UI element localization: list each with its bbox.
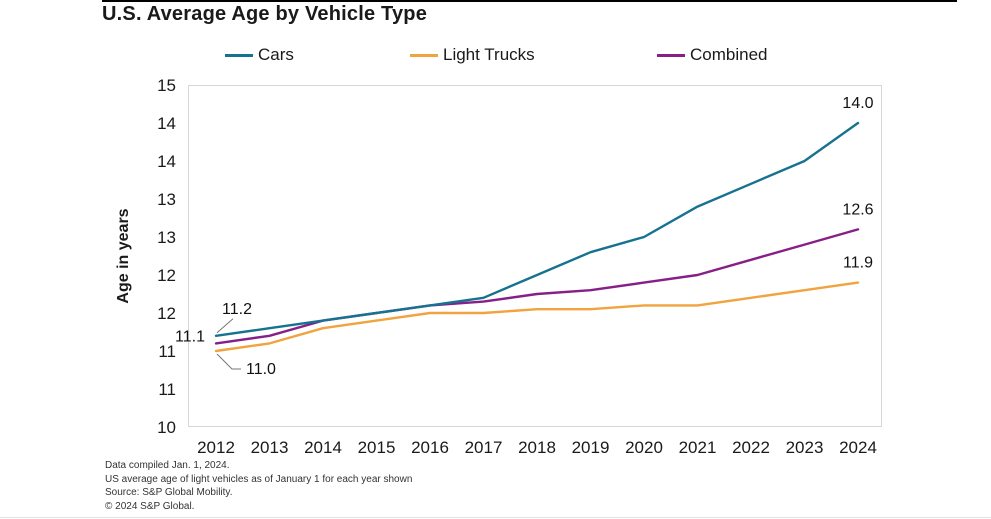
legend-item-light-trucks: Light Trucks — [410, 45, 535, 64]
light-trucks-line-swatch-icon — [410, 53, 438, 57]
plot-border — [188, 85, 882, 427]
footer-note-copyright: © 2024 S&P Global. — [105, 500, 195, 512]
bottom-divider — [0, 517, 991, 518]
series-start-label-combined: 11.1 — [175, 328, 205, 345]
cars-line-swatch-icon — [225, 53, 253, 57]
x-tick-label: 2019 — [572, 438, 610, 457]
y-tick-label: 11 — [158, 380, 176, 399]
top-divider — [102, 0, 957, 2]
legend-label-light-trucks: Light Trucks — [443, 45, 535, 64]
x-tick-label: 2013 — [251, 438, 289, 457]
x-tick-label: 2012 — [197, 438, 235, 457]
combined-line-swatch-icon — [657, 53, 685, 57]
footer-notes: Data compiled Jan. 1, 2024. US average a… — [105, 459, 412, 513]
legend-item-cars: Cars — [225, 45, 294, 64]
y-tick-label: 13 — [157, 190, 176, 209]
y-tick-label: 14 — [157, 152, 176, 171]
leader-line-light-trucks — [216, 353, 241, 370]
series-line-cars — [214, 121, 860, 337]
x-tick-label: 2022 — [732, 438, 770, 457]
footer-note-compiled: Data compiled Jan. 1, 2024. — [105, 460, 230, 471]
x-tick-label: 2018 — [518, 438, 556, 457]
y-tick-label: 11 — [158, 342, 176, 361]
y-tick-label: 15 — [157, 76, 176, 95]
x-tick-label: 2017 — [465, 438, 503, 457]
series-end-label-cars: 14.0 — [842, 95, 873, 112]
leader-line-cars — [216, 318, 234, 334]
y-tick-label: 10 — [157, 418, 176, 437]
x-tick-label: 2014 — [304, 438, 342, 457]
series-start-label-cars: 11.2 — [222, 301, 252, 318]
x-tick-label: 2021 — [679, 438, 717, 457]
x-tick-label: 2023 — [786, 438, 824, 457]
x-tick-label: 2015 — [358, 438, 396, 457]
x-tick-label: 2024 — [839, 438, 877, 457]
series-start-label-light-trucks: 11.0 — [246, 361, 276, 378]
y-tick-label: 12 — [157, 304, 176, 323]
legend-label-cars: Cars — [258, 45, 294, 64]
x-tick-label: 2016 — [411, 438, 449, 457]
footer-note-source: Source: S&P Global Mobility. — [105, 487, 233, 498]
series-end-label-light-trucks: 11.9 — [843, 255, 873, 272]
y-tick-label: 14 — [157, 114, 176, 133]
series-line-light-trucks — [214, 281, 860, 353]
footer-note-description: US average age of light vehicles as of J… — [105, 473, 413, 485]
page-title: U.S. Average Age by Vehicle Type — [102, 3, 428, 25]
y-tick-label: 13 — [157, 228, 176, 247]
x-tick-label: 2020 — [625, 438, 663, 457]
legend-label-combined: Combined — [690, 45, 768, 64]
series-line-combined — [214, 228, 860, 345]
y-tick-label: 12 — [157, 266, 176, 285]
series-end-label-combined: 12.6 — [842, 201, 873, 218]
legend-item-combined: Combined — [657, 45, 768, 64]
